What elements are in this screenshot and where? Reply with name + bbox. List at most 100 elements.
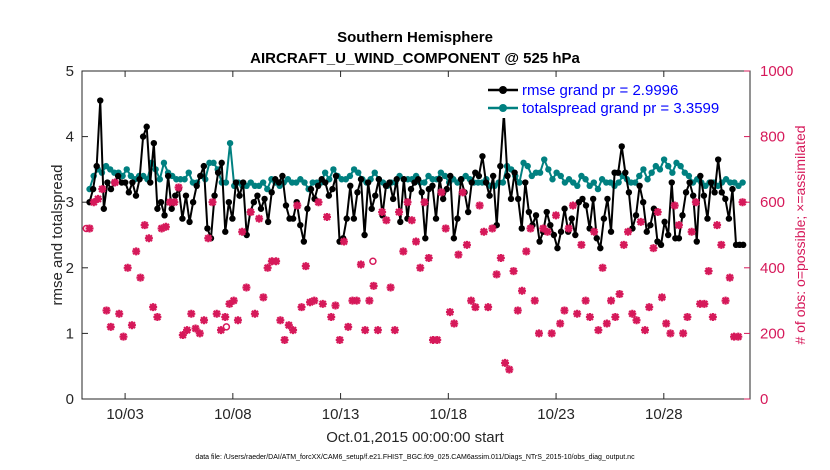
obs-assimilated-marker	[594, 326, 603, 335]
obs-assimilated-marker	[611, 313, 620, 321]
totalspread-point	[536, 169, 544, 176]
obs-assimilated-marker	[445, 308, 454, 317]
rmse-point	[186, 218, 193, 226]
rmse-point	[372, 192, 379, 199]
legend-rmse-marker	[499, 86, 507, 94]
rmse-point	[107, 185, 115, 193]
obs-assimilated-marker	[649, 244, 658, 253]
obs-assimilated-marker	[730, 332, 739, 341]
rmse-point	[214, 169, 222, 176]
totalspread-point	[644, 176, 651, 183]
totalspread-point	[656, 166, 664, 173]
obs-assimilated-marker	[420, 198, 429, 207]
rmse-point	[361, 231, 368, 239]
rmse-point	[147, 179, 154, 186]
obs-assimilated-marker	[577, 240, 586, 249]
x-tick-label: 10/28	[645, 406, 683, 423]
rmse-point	[225, 199, 233, 206]
rmse-point	[275, 179, 283, 186]
obs-assimilated-marker	[568, 201, 577, 210]
obs-assimilated-marker	[297, 303, 306, 312]
obs-assimilated-marker	[365, 296, 374, 305]
totalspread-point	[119, 172, 126, 180]
obs-assimilated-marker	[289, 326, 298, 335]
rmse-point	[439, 195, 447, 203]
legend: rmse grand pr = 2.9996 totalspread grand…	[480, 78, 745, 118]
rmse-point	[647, 221, 654, 229]
totalspread-point	[545, 166, 552, 173]
obs-assimilated-marker	[386, 283, 395, 292]
rmse-point	[393, 176, 400, 183]
rmse-point	[239, 179, 247, 186]
rmse-point	[561, 205, 568, 212]
rmse-point	[332, 172, 340, 180]
rmse-point	[700, 192, 708, 199]
totalspread-point	[648, 169, 655, 176]
rmse-point	[639, 199, 647, 206]
obs-assimilated-marker	[657, 293, 666, 302]
rmse-point	[136, 176, 143, 183]
rmse-point	[104, 179, 111, 186]
rmse-point	[714, 156, 722, 163]
obs-assimilated-marker	[713, 221, 722, 230]
rmse-point	[622, 169, 629, 176]
totalspread-point	[582, 176, 589, 183]
obs-assimilated-marker	[233, 316, 242, 325]
obs-assimilated-marker	[619, 240, 628, 249]
obs-assimilated-marker	[178, 331, 187, 340]
obs-assimilated-marker	[462, 240, 471, 249]
totalspread-point	[355, 169, 362, 176]
obs-assimilated-marker	[509, 267, 518, 276]
obs-assimilated-marker	[221, 313, 230, 321]
rmse-point	[139, 133, 147, 140]
obs-assimilated-marker	[653, 208, 662, 217]
rmse-point	[129, 179, 136, 186]
obs-assimilated-marker	[691, 198, 700, 207]
rmse-point	[200, 162, 208, 170]
rmse-point	[482, 179, 490, 186]
rmse-point	[268, 189, 275, 196]
y-right-tick-label: 600	[760, 194, 785, 211]
obs-assimilated-marker	[704, 267, 713, 276]
rmse-point	[511, 169, 518, 176]
obs-assimilated-marker	[428, 335, 437, 344]
rmse-point	[557, 228, 565, 235]
obs-assimilated-marker	[157, 224, 166, 233]
obs-assimilated-marker	[356, 260, 365, 269]
totalspread-point	[222, 179, 230, 186]
obs-assimilated-marker	[683, 313, 692, 321]
rmse-point	[725, 215, 733, 222]
rmse-point	[514, 195, 522, 203]
rmse-point	[93, 162, 100, 170]
rmse-point	[657, 241, 665, 249]
plot-area: 0 1 2 3 4 5 0 200 400 600 800 1000 10/03 10/08 10/13 10…	[66, 63, 794, 423]
rmse-point	[432, 215, 440, 222]
rmse-point	[364, 179, 372, 186]
obs-assimilated-marker	[123, 263, 132, 272]
rmse-point	[507, 195, 515, 203]
obs-assimilated-marker	[598, 263, 607, 272]
rmse-point	[218, 159, 225, 167]
obs-assimilated-marker	[581, 296, 590, 305]
rmse-point	[536, 238, 543, 245]
y-right-tick-label: 0	[760, 391, 768, 408]
obs-assimilated-marker	[662, 319, 671, 328]
rmse-point	[668, 179, 675, 186]
obs-assimilated-marker	[136, 273, 145, 282]
rmse-point	[739, 241, 747, 249]
obs-assimilated-marker	[140, 221, 149, 230]
totalspread-point	[441, 172, 449, 180]
obs-assimilated-marker	[314, 198, 323, 207]
rmse-point	[543, 208, 550, 216]
rmse-point	[232, 179, 240, 186]
rmse-point	[97, 97, 104, 104]
obs-assimilated-marker	[564, 224, 573, 233]
obs-assimilated-marker	[293, 201, 302, 210]
rmse-point	[707, 179, 715, 186]
rmse-point	[468, 179, 475, 186]
data-file-footnote: data file: /Users/raeder/DAI/ATM_forcXX/…	[195, 454, 635, 461]
totalspread-point	[264, 185, 271, 193]
rmse-point	[450, 235, 458, 242]
obs-assimilated-marker	[458, 188, 467, 197]
rmse-point	[525, 208, 533, 216]
